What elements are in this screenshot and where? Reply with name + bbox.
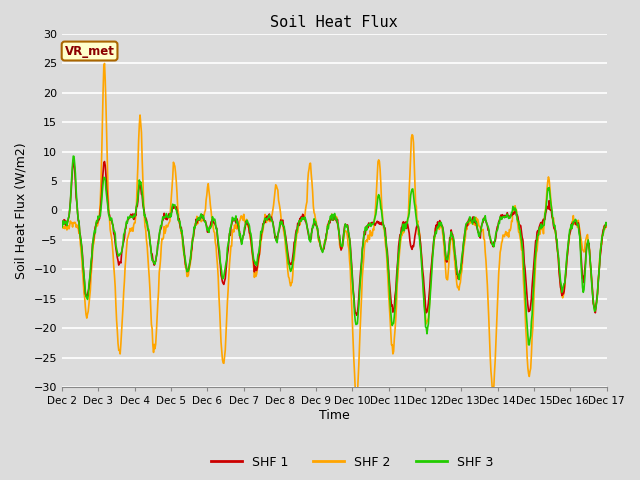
SHF 3 [58, 224, 66, 230]
SHF 2 [100, 60, 108, 66]
SHF 2 [58, 220, 66, 226]
SHF 1 [123, 220, 131, 226]
SHF 3 [271, 230, 278, 236]
SHF 2 [422, 321, 430, 327]
SHF 1 [58, 218, 66, 224]
SHF 3 [70, 153, 77, 159]
SHF 1 [70, 157, 77, 163]
Title: Soil Heat Flux: Soil Heat Flux [271, 15, 398, 30]
SHF 2 [223, 315, 230, 321]
SHF 1 [250, 259, 257, 265]
SHF 2 [271, 195, 278, 201]
SHF 3 [123, 218, 131, 224]
SHF 3 [391, 306, 399, 312]
SHF 3 [525, 342, 533, 348]
SHF 3 [422, 324, 429, 330]
SHF 2 [123, 245, 131, 251]
SHF 2 [603, 224, 611, 230]
Legend: SHF 1, SHF 2, SHF 3: SHF 1, SHF 2, SHF 3 [205, 451, 499, 474]
SHF 1 [353, 312, 360, 318]
SHF 3 [250, 257, 257, 263]
Line: SHF 2: SHF 2 [62, 63, 607, 397]
Y-axis label: Soil Heat Flux (W/m2): Soil Heat Flux (W/m2) [15, 142, 28, 279]
SHF 1 [271, 228, 278, 233]
SHF 3 [223, 256, 230, 262]
SHF 2 [353, 394, 360, 400]
SHF 1 [603, 221, 611, 227]
Text: VR_met: VR_met [65, 45, 115, 58]
Line: SHF 3: SHF 3 [62, 156, 607, 345]
SHF 3 [603, 222, 611, 228]
SHF 1 [422, 310, 430, 316]
SHF 1 [223, 261, 230, 266]
SHF 1 [392, 288, 399, 294]
SHF 2 [250, 265, 257, 271]
Line: SHF 1: SHF 1 [62, 160, 607, 315]
SHF 2 [392, 316, 399, 322]
X-axis label: Time: Time [319, 409, 349, 422]
